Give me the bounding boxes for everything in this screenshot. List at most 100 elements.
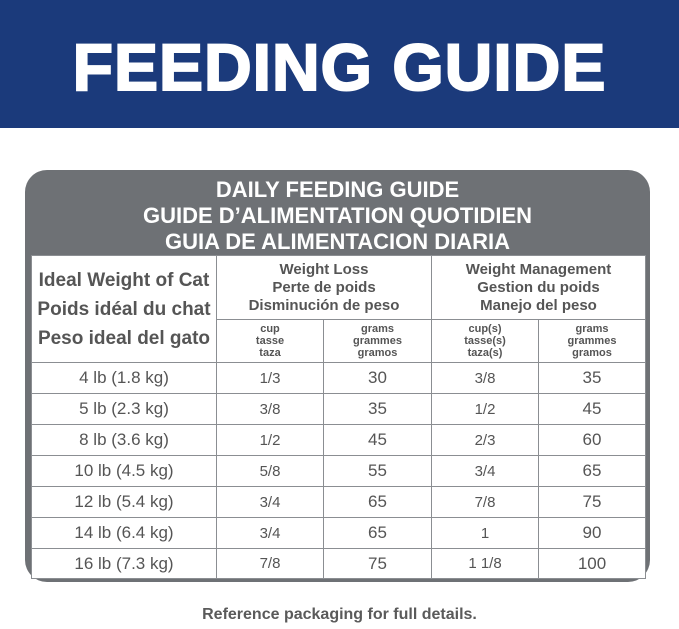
value: 45 bbox=[582, 399, 602, 418]
group-label: Manejo del peso bbox=[480, 296, 597, 314]
table-cell: 75 bbox=[323, 548, 432, 579]
main-title: FEEDING GUIDE bbox=[72, 29, 607, 105]
unit-label: tasse(s) bbox=[464, 335, 506, 347]
table-cell: 7/8 bbox=[216, 548, 324, 579]
unit-label: tasse bbox=[255, 335, 285, 347]
table-title: DAILY FEEDING GUIDE bbox=[215, 177, 460, 202]
group-header: Weight Management Gestion du poids Manejo … bbox=[431, 255, 646, 320]
value: 75 bbox=[582, 492, 602, 511]
unit-label: taza bbox=[259, 347, 281, 359]
footer-note: Reference packaging for full details. bbox=[202, 606, 477, 623]
fraction: 1 bbox=[480, 524, 490, 542]
fraction: 2/3 bbox=[474, 431, 496, 449]
table-cell: 75 bbox=[538, 486, 646, 518]
table-cell: 1/2 bbox=[431, 393, 539, 425]
value: 14 lb (6.4 kg) bbox=[74, 523, 174, 542]
fraction: 7/8 bbox=[259, 555, 281, 572]
table-cell: 1/2 bbox=[216, 424, 324, 456]
fraction: 5/8 bbox=[259, 462, 281, 480]
table-cell: 14 lb (6.4 kg) bbox=[31, 517, 217, 549]
fraction: 3/4 bbox=[259, 524, 281, 542]
table-cell: 4 lb (1.8 kg) bbox=[31, 362, 217, 394]
fraction: 3/4 bbox=[259, 493, 281, 511]
fraction: 1/2 bbox=[259, 431, 281, 449]
table-cell: 100 bbox=[538, 548, 646, 579]
table-cell: 3/8 bbox=[431, 362, 539, 394]
table-cell: 1 1/8 bbox=[431, 548, 539, 579]
fraction: 1/3 bbox=[259, 369, 281, 387]
group-label: Perte de poids bbox=[272, 278, 376, 296]
value: 65 bbox=[368, 523, 387, 542]
table-cell: 65 bbox=[538, 455, 646, 487]
header-line: Peso ideal del gato bbox=[37, 327, 211, 349]
table-cell: 1/3 bbox=[216, 362, 324, 394]
table-cell: 45 bbox=[538, 393, 646, 425]
unit-label: cup bbox=[260, 323, 280, 335]
group-label: Disminución de peso bbox=[248, 296, 400, 314]
value: 4 lb (1.8 kg) bbox=[79, 368, 169, 387]
unit-label: taza(s) bbox=[467, 347, 503, 359]
table-cell: 5 lb (2.3 kg) bbox=[31, 393, 217, 425]
table-cell: 12 lb (5.4 kg) bbox=[31, 486, 217, 518]
table-cell: 90 bbox=[538, 517, 646, 549]
unit-label: grammes bbox=[567, 335, 617, 347]
header-band bbox=[0, 0, 679, 128]
value: 16 lb (7.3 kg) bbox=[74, 553, 174, 573]
value: 45 bbox=[368, 430, 387, 449]
value: 60 bbox=[582, 430, 602, 449]
table-cell: 5/8 bbox=[216, 455, 324, 487]
table-cell: 3/8 bbox=[216, 393, 324, 425]
unit-header: grams grammes gramos bbox=[538, 319, 646, 363]
unit-label: gramos bbox=[572, 347, 612, 359]
table-cell: 2/3 bbox=[431, 424, 539, 456]
fraction: 7/8 bbox=[474, 493, 496, 511]
table-cell: 10 lb (4.5 kg) bbox=[31, 455, 217, 487]
unit-label: grams bbox=[575, 323, 609, 335]
table-title: GUIA DE ALIMENTACION DIARIA bbox=[164, 229, 511, 254]
value: 100 bbox=[577, 553, 607, 573]
unit-label: grammes bbox=[353, 335, 402, 347]
table-cell: 3/4 bbox=[216, 486, 324, 518]
value: 65 bbox=[368, 492, 387, 511]
table-cell: 8 lb (3.6 kg) bbox=[31, 424, 217, 456]
table-title: GUIDE D’ALIMENTATION QUOTIDIEN bbox=[142, 203, 533, 228]
table-cell: 3/4 bbox=[431, 455, 539, 487]
table-cell: 35 bbox=[323, 393, 432, 425]
table-cell: 7/8 bbox=[431, 486, 539, 518]
value: 5 lb (2.3 kg) bbox=[79, 399, 169, 418]
fraction: 3/4 bbox=[474, 462, 496, 480]
value: 30 bbox=[368, 368, 387, 387]
unit-header: cup(s) tasse(s) taza(s) bbox=[431, 319, 539, 363]
group-header: Weight Loss Perte de poids Disminución de … bbox=[216, 255, 432, 320]
unit-label: cup(s) bbox=[468, 323, 502, 335]
header-cell: Ideal Weight of Cat Poids idéal du chat Pe… bbox=[31, 255, 217, 363]
header-line: Poids idéal du chat bbox=[37, 298, 211, 320]
table-cell: 35 bbox=[538, 362, 646, 394]
fraction: 1 1/8 bbox=[468, 555, 502, 572]
value: 12 lb (5.4 kg) bbox=[74, 492, 174, 511]
table-cell: 45 bbox=[323, 424, 432, 456]
table-cell: 16 lb (7.3 kg) bbox=[31, 548, 217, 579]
table-cell: 3/4 bbox=[216, 517, 324, 549]
unit-label: grams bbox=[360, 323, 395, 335]
table-cell: 60 bbox=[538, 424, 646, 456]
value: 55 bbox=[368, 461, 387, 480]
unit-label: gramos bbox=[357, 347, 398, 359]
value: 65 bbox=[582, 461, 602, 480]
value: 90 bbox=[582, 523, 602, 542]
fraction: 3/8 bbox=[259, 400, 281, 418]
value: 10 lb (4.5 kg) bbox=[74, 461, 174, 480]
value: 75 bbox=[368, 553, 387, 573]
group-label: Weight Management bbox=[465, 260, 612, 278]
table-cell: 55 bbox=[323, 455, 432, 487]
fraction: 1/2 bbox=[474, 400, 496, 418]
group-label: Gestion du poids bbox=[477, 278, 600, 296]
unit-header: grams grammes gramos bbox=[323, 319, 432, 363]
value: 8 lb (3.6 kg) bbox=[79, 430, 169, 449]
group-label: Weight Loss bbox=[279, 260, 369, 278]
table-cell: 65 bbox=[323, 486, 432, 518]
table-cell: 30 bbox=[323, 362, 432, 394]
table-cell: 65 bbox=[323, 517, 432, 549]
value: 35 bbox=[582, 368, 602, 387]
